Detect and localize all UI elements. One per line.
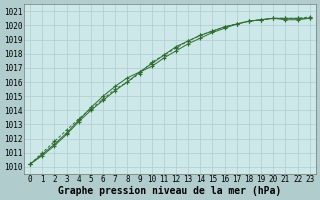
- X-axis label: Graphe pression niveau de la mer (hPa): Graphe pression niveau de la mer (hPa): [58, 186, 282, 196]
